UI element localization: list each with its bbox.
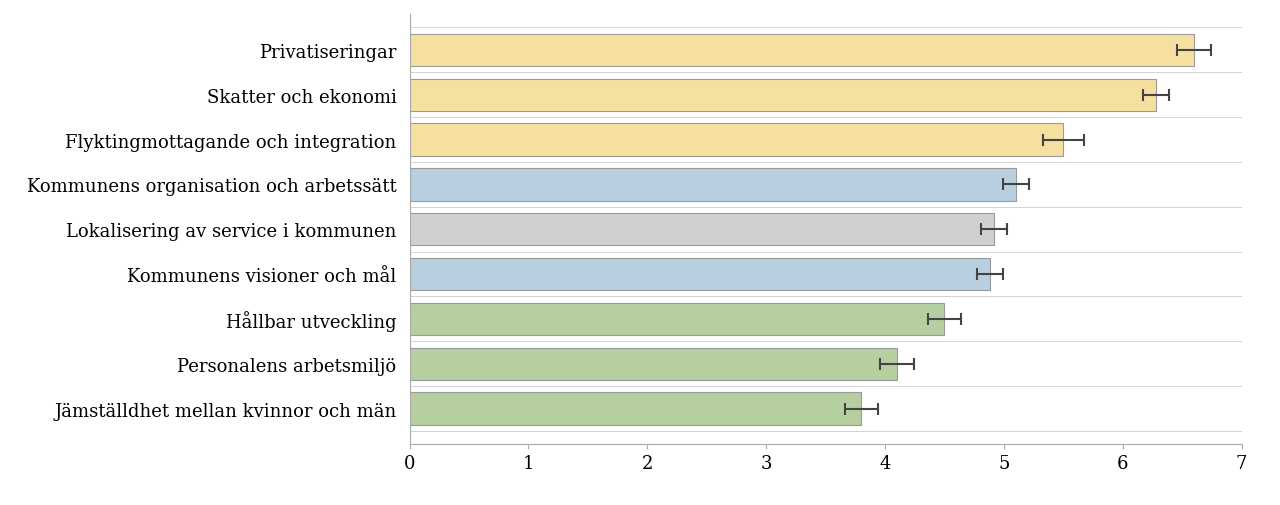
- Bar: [410, 303, 945, 335]
- Bar: [410, 214, 995, 246]
- Bar: [410, 124, 1064, 157]
- Bar: [410, 79, 1156, 112]
- Bar: [410, 393, 861, 425]
- Bar: [410, 35, 1194, 67]
- Bar: [410, 348, 897, 380]
- Bar: [410, 169, 1016, 201]
- Bar: [410, 259, 989, 291]
